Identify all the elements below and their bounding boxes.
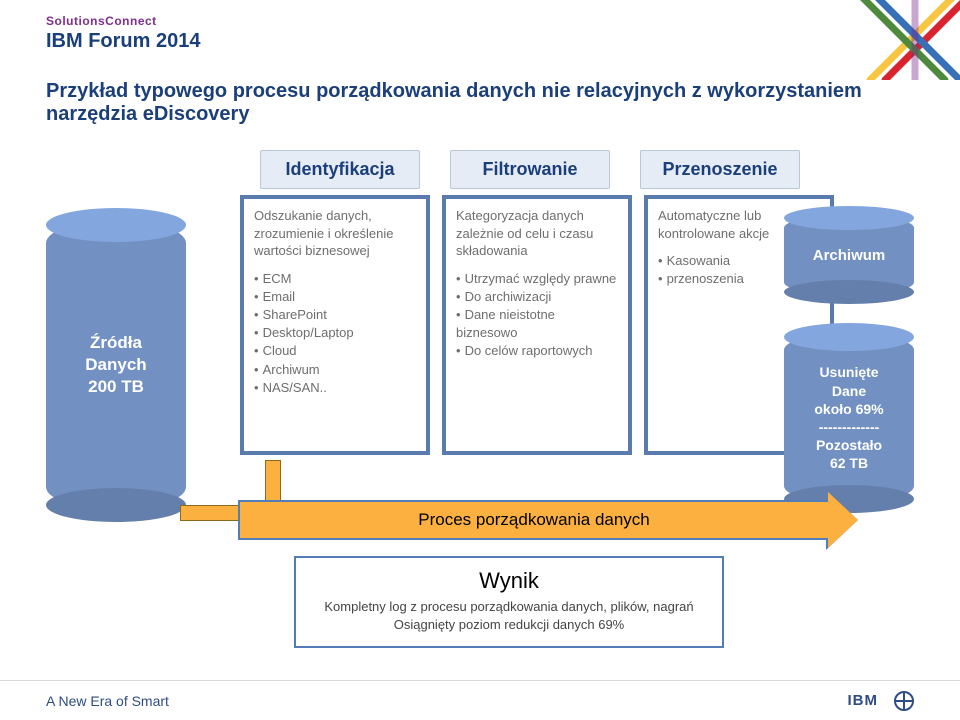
stage-box-2: Kategoryzacja danych zależnie od celu i … <box>442 195 632 455</box>
stage-label-identyfikacja: Identyfikacja <box>260 150 420 189</box>
archive-label: Archiwum <box>813 247 886 264</box>
list-item: Dane nieistotne biznesowo <box>456 306 618 342</box>
source-line2: Danych <box>85 354 146 376</box>
deleted-line1: Usunięte <box>819 363 878 381</box>
stage-box-1: Odszukanie danych, zrozumienie i określe… <box>240 195 430 455</box>
globe-icon <box>894 691 914 711</box>
footer-tagline: A New Era of Smart <box>46 693 169 709</box>
stage-label-row: Identyfikacja Filtrowanie Przenoszenie <box>260 150 800 189</box>
right-cylinders: Archiwum Usunięte Dane około 69% -------… <box>784 215 914 503</box>
corner-decor-icon <box>850 0 960 80</box>
list-item: ECM <box>254 270 416 288</box>
list-item: Do celów raportowych <box>456 342 618 360</box>
source-line1: Źródła <box>90 332 142 354</box>
stage-label-przenoszenie: Przenoszenie <box>640 150 800 189</box>
ibm-forum-label: IBM Forum 2014 <box>46 30 200 53</box>
process-arrow-label: Proces porządkowania danych <box>238 500 828 540</box>
stage-2-list: Utrzymać względy prawne Do archiwizacji … <box>456 270 618 361</box>
source-line3: 200 TB <box>88 376 144 398</box>
list-item: NAS/SAN.. <box>254 379 416 397</box>
header-block: SolutionsConnect IBM Forum 2014 <box>46 14 200 53</box>
arrow-head-icon <box>828 492 858 548</box>
ibm-logo: IBM <box>848 692 879 709</box>
list-item: Cloud <box>254 342 416 360</box>
source-cylinder-body: Źródła Danych 200 TB <box>46 220 186 510</box>
remain-line1: Pozostało <box>816 436 882 454</box>
list-item: SharePoint <box>254 306 416 324</box>
list-item: Email <box>254 288 416 306</box>
connector-horizontal <box>180 505 240 521</box>
stage-2-lead: Kategoryzacja danych zależnie od celu i … <box>456 207 618 260</box>
result-title: Wynik <box>308 568 710 594</box>
result-box: Wynik Kompletny log z procesu porządkowa… <box>294 556 724 648</box>
remain-line2: 62 TB <box>830 454 868 472</box>
stage-label-filtrowanie: Filtrowanie <box>450 150 610 189</box>
list-item: Do archiwizacji <box>456 288 618 306</box>
deleted-remaining-cylinder: Usunięte Dane około 69% ------------- Po… <box>784 333 914 503</box>
stage-1-lead: Odszukanie danych, zrozumienie i określe… <box>254 207 416 260</box>
stage-1-list: ECM Email SharePoint Desktop/Laptop Clou… <box>254 270 416 397</box>
separator: ------------- <box>819 418 880 436</box>
deleted-line3: około 69% <box>814 400 883 418</box>
footer-right: IBM <box>848 691 915 711</box>
result-line1: Kompletny log z procesu porządkowania da… <box>308 598 710 616</box>
list-item: Desktop/Laptop <box>254 324 416 342</box>
footer: A New Era of Smart IBM <box>0 680 960 720</box>
list-item: Utrzymać względy prawne <box>456 270 618 288</box>
source-cylinder: Źródła Danych 200 TB <box>46 220 186 510</box>
solutions-connect-label: SolutionsConnect <box>46 14 200 28</box>
page-title: Przykład typowego procesu porządkowania … <box>46 80 914 126</box>
archive-cylinder: Archiwum <box>784 215 914 295</box>
process-row: Odszukanie danych, zrozumienie i określe… <box>240 195 834 455</box>
result-line2: Osiągnięty poziom redukcji danych 69% <box>308 616 710 634</box>
list-item: Archiwum <box>254 361 416 379</box>
deleted-line2: Dane <box>832 382 866 400</box>
process-arrow: Proces porządkowania danych <box>238 500 858 540</box>
